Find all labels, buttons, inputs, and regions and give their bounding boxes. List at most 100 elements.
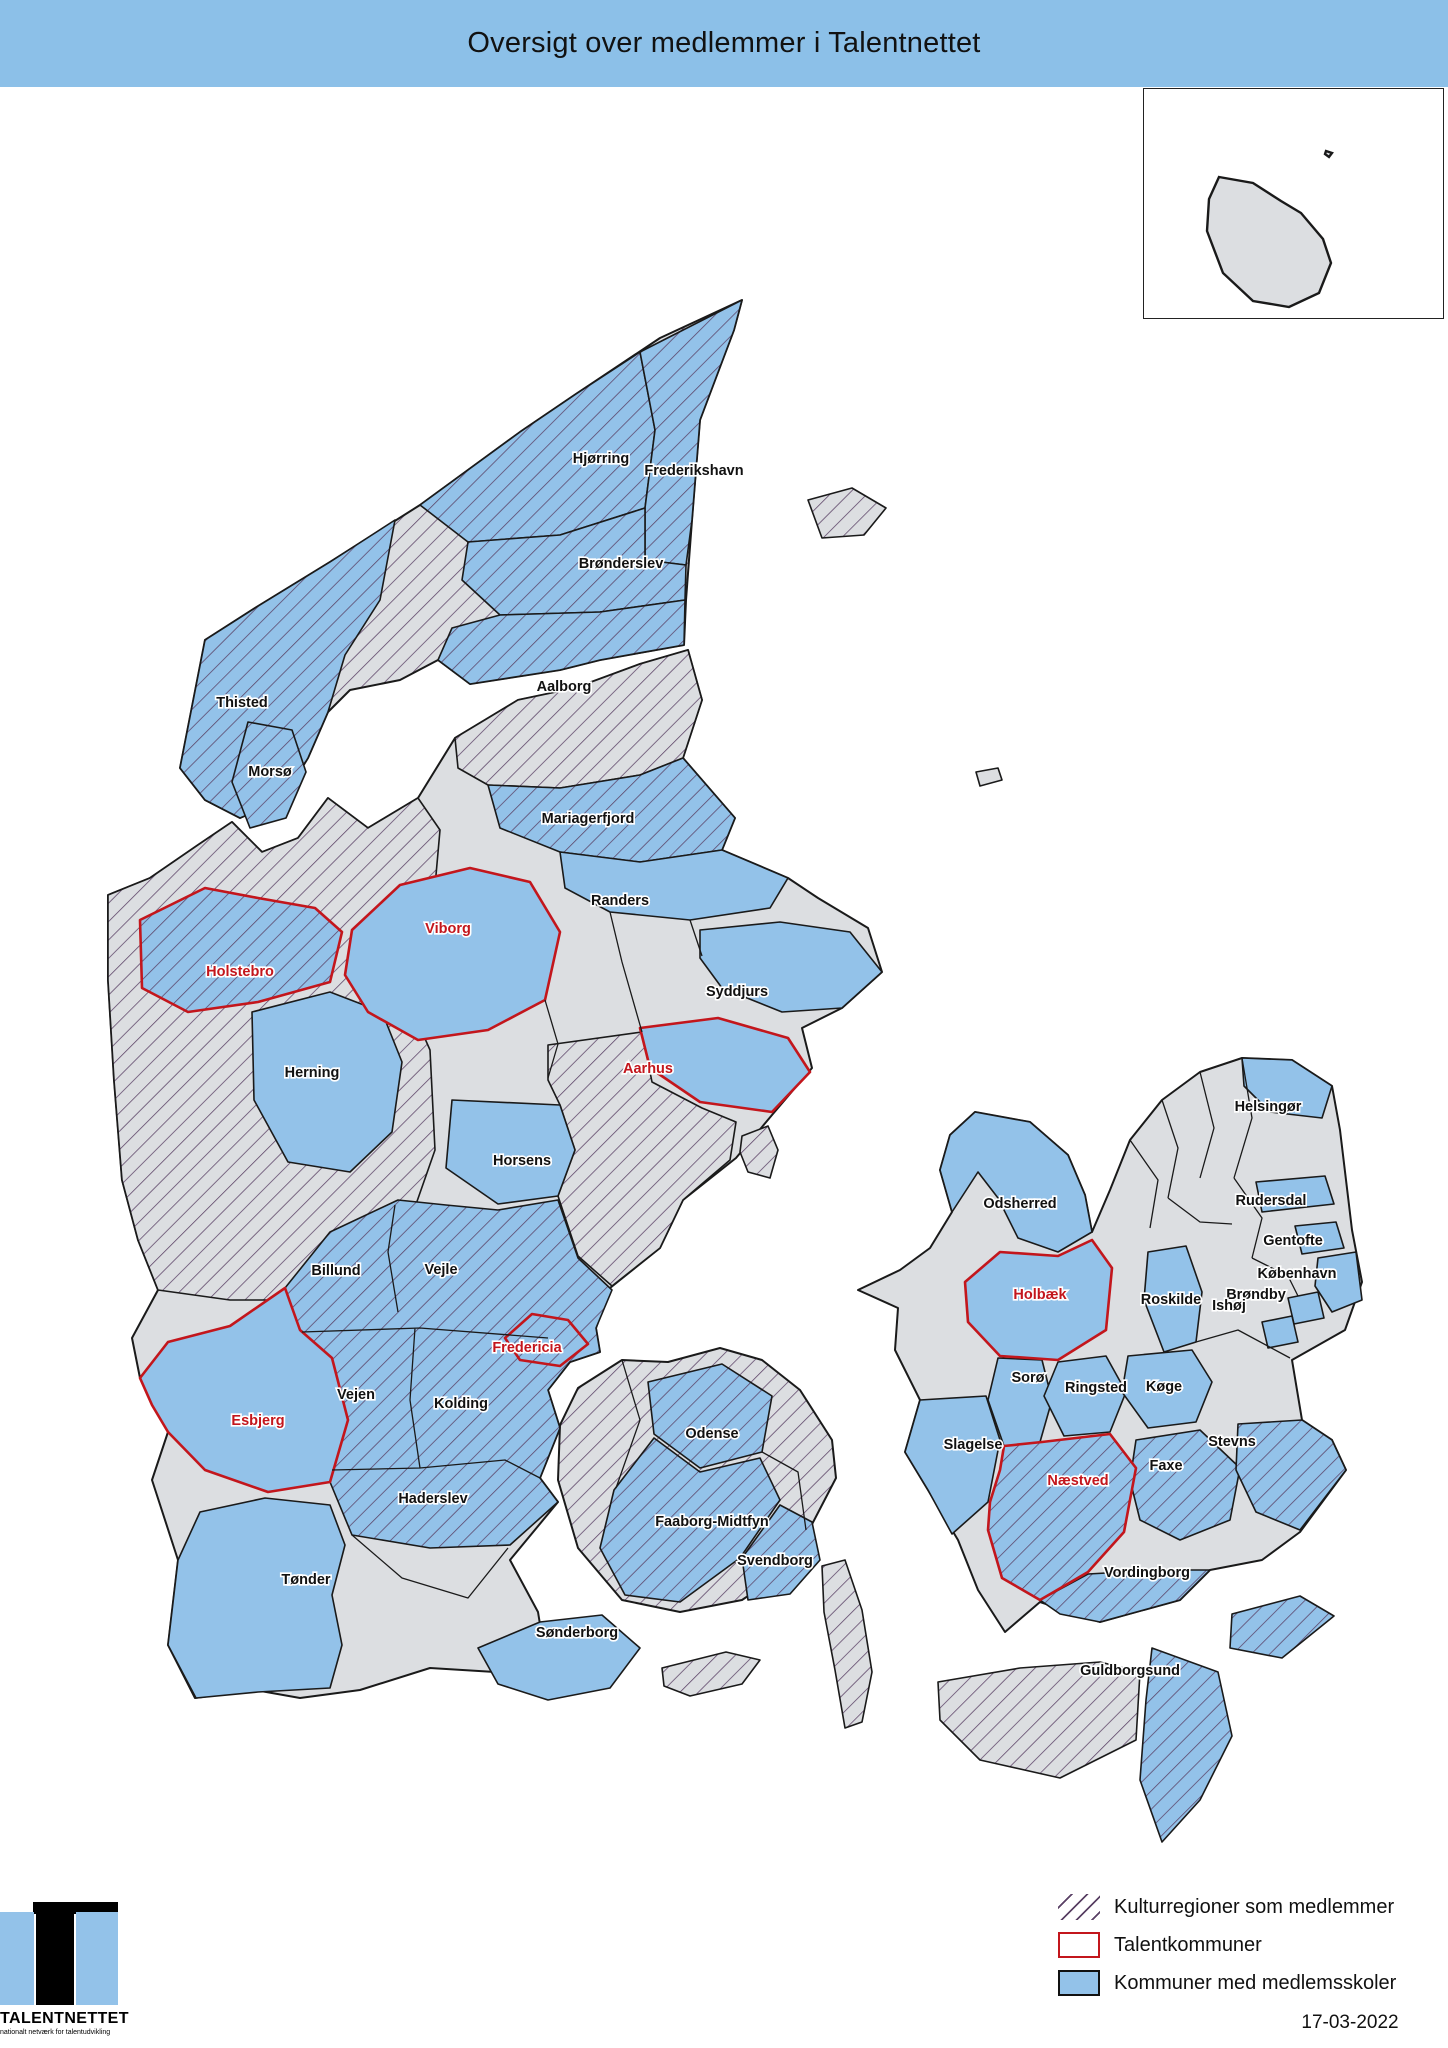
region-label-ishoej: Ishøj xyxy=(1212,1298,1246,1314)
region-label-mariagerfjord: Mariagerfjord xyxy=(542,811,635,827)
region-thisted xyxy=(179,519,396,819)
region-ringsted xyxy=(1043,1355,1127,1437)
region-label-roskilde: Roskilde xyxy=(1141,1292,1201,1308)
region-label-faxe: Faxe xyxy=(1149,1458,1182,1474)
region-morsoe xyxy=(231,721,307,829)
legend-item-medlemsskole: Kommuner med medlemsskoler xyxy=(1058,1968,1438,1998)
legend-item-kulturregion: Kulturregioner som medlemmer xyxy=(1058,1892,1438,1922)
region-label-herning: Herning xyxy=(285,1065,340,1081)
region-label-broenderslev: Brønderslev xyxy=(579,556,664,572)
region-label-viborg: Viborg xyxy=(425,921,471,937)
logo-t-mark xyxy=(0,1902,118,2005)
region-label-faaborg: Faaborg-Midtfyn xyxy=(655,1514,769,1530)
region-horsens xyxy=(445,1099,576,1205)
region-mariagerfjord xyxy=(487,757,736,863)
region-label-odense: Odense xyxy=(685,1426,738,1442)
region-rudersdal xyxy=(1255,1175,1335,1213)
region-label-billund: Billund xyxy=(311,1263,360,1279)
region-label-naestved: Næstved xyxy=(1047,1473,1108,1489)
region-label-thisted: Thisted xyxy=(216,695,268,711)
region-label-hjoerring: Hjørring xyxy=(573,451,629,467)
region-label-aarhus: Aarhus xyxy=(623,1061,673,1077)
region-label-ringsted: Ringsted xyxy=(1065,1380,1127,1396)
region-label-horsens: Horsens xyxy=(493,1153,551,1169)
region-label-rudersdal: Rudersdal xyxy=(1236,1193,1307,1209)
region-label-fredericia: Fredericia xyxy=(492,1340,562,1356)
region-label-holstebro: Holstebro xyxy=(206,964,274,980)
region-label-soenderborg: Sønderborg xyxy=(536,1625,618,1641)
region-helsingoer xyxy=(1241,1057,1333,1119)
region-holstebro xyxy=(138,886,344,1014)
legend-label-talentkommune: Talentkommuner xyxy=(1114,1933,1262,1956)
region-label-esbjerg: Esbjerg xyxy=(231,1413,284,1429)
region-naestved xyxy=(986,1432,1138,1602)
region-label-soroe: Sorø xyxy=(1011,1370,1044,1386)
region-langeland xyxy=(821,1559,873,1729)
region-label-helsingoer: Helsingør xyxy=(1235,1099,1302,1115)
region-anholt xyxy=(975,767,1003,787)
region-broenderslev xyxy=(461,507,687,616)
region-esbjerg xyxy=(138,1286,350,1494)
legend-swatch-kulturregion xyxy=(1058,1894,1100,1920)
region-hjoerring xyxy=(419,351,656,543)
region-herning xyxy=(251,991,403,1173)
region-soenderborg xyxy=(477,1614,641,1701)
region-koebenhavn xyxy=(1314,1251,1363,1313)
inset-region-bornholm xyxy=(1205,175,1333,309)
region-label-koebenhavn: København xyxy=(1258,1266,1337,1282)
region-odsherred xyxy=(939,1111,1093,1253)
legend-swatch-medlemsskole xyxy=(1058,1970,1100,1996)
region-aeroe xyxy=(661,1651,761,1697)
region-fredericia xyxy=(503,1312,590,1368)
region-faaborg xyxy=(599,1437,781,1603)
title-banner: Oversigt over medlemmer i Talentnettet xyxy=(0,0,1448,87)
region-koege xyxy=(1121,1349,1213,1429)
region-svendborg xyxy=(741,1504,821,1601)
map-title: Oversigt over medlemmer i Talentnettet xyxy=(467,27,981,59)
region-label-vordingborg: Vordingborg xyxy=(1104,1565,1190,1581)
region-label-koege: Køge xyxy=(1146,1379,1182,1395)
region-label-odsherred: Odsherred xyxy=(983,1196,1056,1212)
region-label-holbaek: Holbæk xyxy=(1013,1287,1067,1303)
region-label-aalborg: Aalborg xyxy=(537,679,592,695)
region-viborg xyxy=(343,866,562,1042)
bornholm-inset xyxy=(1143,88,1444,319)
region-toender xyxy=(167,1497,346,1699)
map-date: 17-03-2022 xyxy=(1301,2012,1399,2033)
logo-t-bar xyxy=(33,1902,118,1914)
region-holbaek xyxy=(963,1238,1114,1362)
region-label-svendborg: Svendborg xyxy=(737,1553,813,1569)
legend-swatch-talentkommune xyxy=(1058,1932,1100,1958)
municipal-borders xyxy=(301,911,1299,1599)
region-stevns xyxy=(1235,1419,1347,1531)
region-laesoe xyxy=(807,487,887,539)
region-aarhus xyxy=(638,1016,812,1114)
region-label-haderslev: Haderslev xyxy=(398,1491,467,1507)
region-label-stevns: Stevns xyxy=(1208,1434,1256,1450)
region-label-kolding: Kolding xyxy=(434,1396,488,1412)
inset-region-ertholmene xyxy=(1323,149,1334,159)
region-samsoe xyxy=(739,1125,779,1179)
region-label-guldborgsund: Guldborgsund xyxy=(1080,1663,1180,1679)
region-frederikshavn xyxy=(639,299,743,566)
region-label-randers: Randers xyxy=(591,893,649,909)
region-label-vejen: Vejen xyxy=(337,1387,375,1403)
legend-label-medlemsskole: Kommuner med medlemsskoler xyxy=(1114,1971,1397,1994)
region-slagelse xyxy=(904,1395,1001,1535)
logo-tagline: nationalt netværk for talentudvikling xyxy=(0,2029,111,2036)
region-syddjurs xyxy=(699,921,883,1013)
talentnettet-logo: TALENTNETTET nationalt netværk for talen… xyxy=(0,1902,190,2036)
region-gentofte xyxy=(1294,1221,1345,1255)
region-label-toender: Tønder xyxy=(281,1572,330,1588)
legend-item-talentkommune: Talentkommuner xyxy=(1058,1930,1438,1960)
logo-t-stem xyxy=(36,1912,74,2005)
region-label-broendby: Brøndby xyxy=(1226,1287,1286,1303)
region-label-vejle: Vejle xyxy=(424,1262,457,1278)
logo-blue-left xyxy=(0,1912,34,2005)
region-label-frederikshavn: Frederikshavn xyxy=(644,463,743,479)
region-label-gentofte: Gentofte xyxy=(1263,1233,1323,1249)
region-ishoej xyxy=(1261,1315,1299,1349)
region-randers xyxy=(559,849,789,921)
logo-blue-right xyxy=(76,1912,118,2005)
